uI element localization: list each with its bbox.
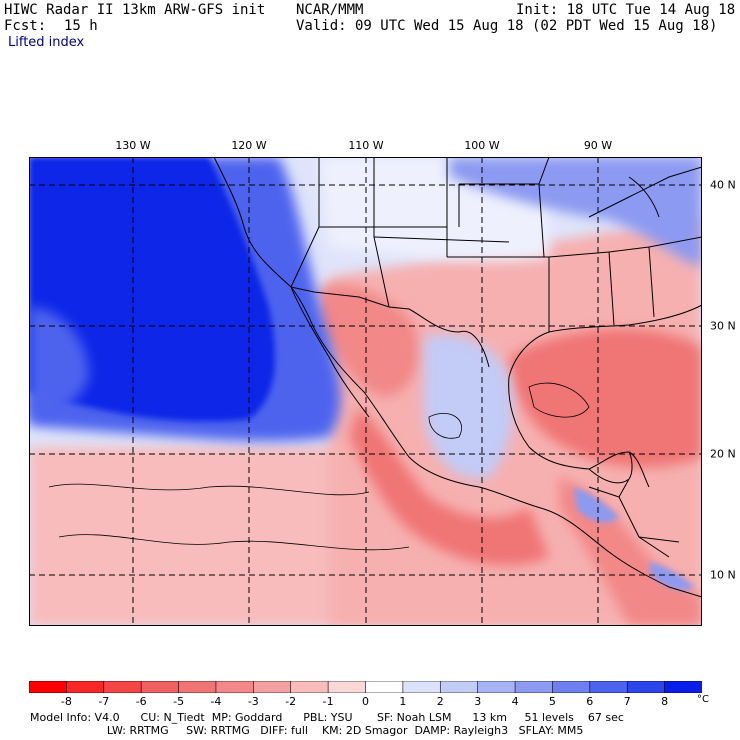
- colorbar-swatch: [290, 681, 329, 693]
- colorbar-tick-label: -8: [60, 695, 72, 708]
- colorbar-unit: °C: [697, 694, 709, 705]
- colorbar-swatch: [402, 681, 442, 693]
- colorbar-swatch: [477, 681, 516, 693]
- colorbar-tick-label: -4: [210, 695, 222, 708]
- lat-label-20n: 20 N: [710, 447, 736, 461]
- footer-line-2: LW: RRTMG SW: RRTMG DIFF: full KM: 2D Sm…: [30, 724, 584, 737]
- lat-label-30n: 30 N: [710, 319, 736, 333]
- lon-label-90w: 90 W: [583, 139, 613, 152]
- colorbar-tick-label: 4: [511, 695, 519, 708]
- colorbar-swatch: [552, 681, 591, 693]
- colorbar-swatch: [215, 681, 255, 693]
- colorbar-tick-label: 0: [362, 695, 369, 708]
- contours: [48, 382, 590, 551]
- map-frame: [29, 157, 702, 626]
- colorbar-tick-label: 5: [548, 695, 556, 708]
- colorbar: [29, 681, 702, 693]
- us-mexico-border: [290, 286, 490, 368]
- southwest-unstable: [319, 284, 420, 397]
- lon-label-120w: 120 W: [231, 139, 267, 152]
- lifted-index-map: [29, 157, 702, 626]
- colorbar-tick-label: 7: [623, 695, 631, 708]
- colorbar-tick-label: -1: [322, 695, 334, 708]
- forecast-hour: 15 h: [64, 18, 98, 34]
- colorbar-tick-label: -3: [247, 695, 259, 708]
- colorbar-swatch: [589, 681, 629, 693]
- colorbar-tick-label: 8: [661, 695, 669, 708]
- graticule: [29, 157, 702, 626]
- lat-label-10n: 10 N: [710, 568, 736, 582]
- colorbar-tick-label: -2: [285, 695, 297, 708]
- colorbar-tick-label: 1: [399, 695, 407, 708]
- colorbar-swatch: [327, 681, 367, 693]
- gulf-coastline: [508, 304, 702, 488]
- mexico-plateau-stable: [424, 334, 513, 479]
- colorbar-swatch: [439, 681, 479, 693]
- valid-time: Valid: 09 UTC Wed 15 Aug 18 (02 PDT Wed …: [296, 18, 718, 34]
- coastlines-borders: [213, 157, 702, 598]
- footer-line-1: Model Info: V4.0 CU: N_Tiedt MP: Goddard…: [30, 711, 624, 724]
- colorbar-swatch: [365, 681, 404, 693]
- colorbar-swatch: [29, 681, 68, 693]
- init-time: Init: 18 UTC Tue 14 Aug 18: [516, 2, 736, 18]
- colorbar-swatch: [140, 681, 180, 693]
- colorbar-swatch: [253, 681, 292, 693]
- colorbar-tick-label: 3: [474, 695, 482, 708]
- lon-label-100w: 100 W: [464, 139, 500, 152]
- model-title: HIWC Radar II 13km ARW-GFS init: [4, 2, 266, 18]
- colorbar-tick-label: -6: [135, 695, 147, 708]
- colorbar-tick-label: 6: [586, 695, 594, 708]
- pacific-stable-core: [29, 157, 275, 422]
- org-label: NCAR/MMM: [296, 2, 364, 18]
- colorbar-tick-label: -7: [98, 695, 110, 708]
- colorbar-swatch: [103, 681, 142, 693]
- field-name: Lifted index: [8, 35, 85, 50]
- lon-label-110w: 110 W: [348, 139, 384, 152]
- colorbar-swatch: [626, 681, 666, 693]
- gulf-of-mexico-strong: [509, 328, 702, 468]
- colorbar-tick-label: 2: [436, 695, 444, 708]
- colorbar-tick-label: -5: [173, 695, 185, 708]
- pacific-coastline: [213, 157, 702, 598]
- forecast-label: Fcst:: [4, 18, 47, 34]
- colorbar-swatch: [66, 681, 105, 693]
- lon-label-130w: 130 W: [115, 139, 151, 152]
- colorbar-swatch: [664, 681, 702, 693]
- mexico-coast-strong: [349, 407, 549, 566]
- lat-label-40n: 40 N: [710, 178, 736, 192]
- colorbar-swatch: [178, 681, 217, 693]
- colorbar-swatch: [514, 681, 554, 693]
